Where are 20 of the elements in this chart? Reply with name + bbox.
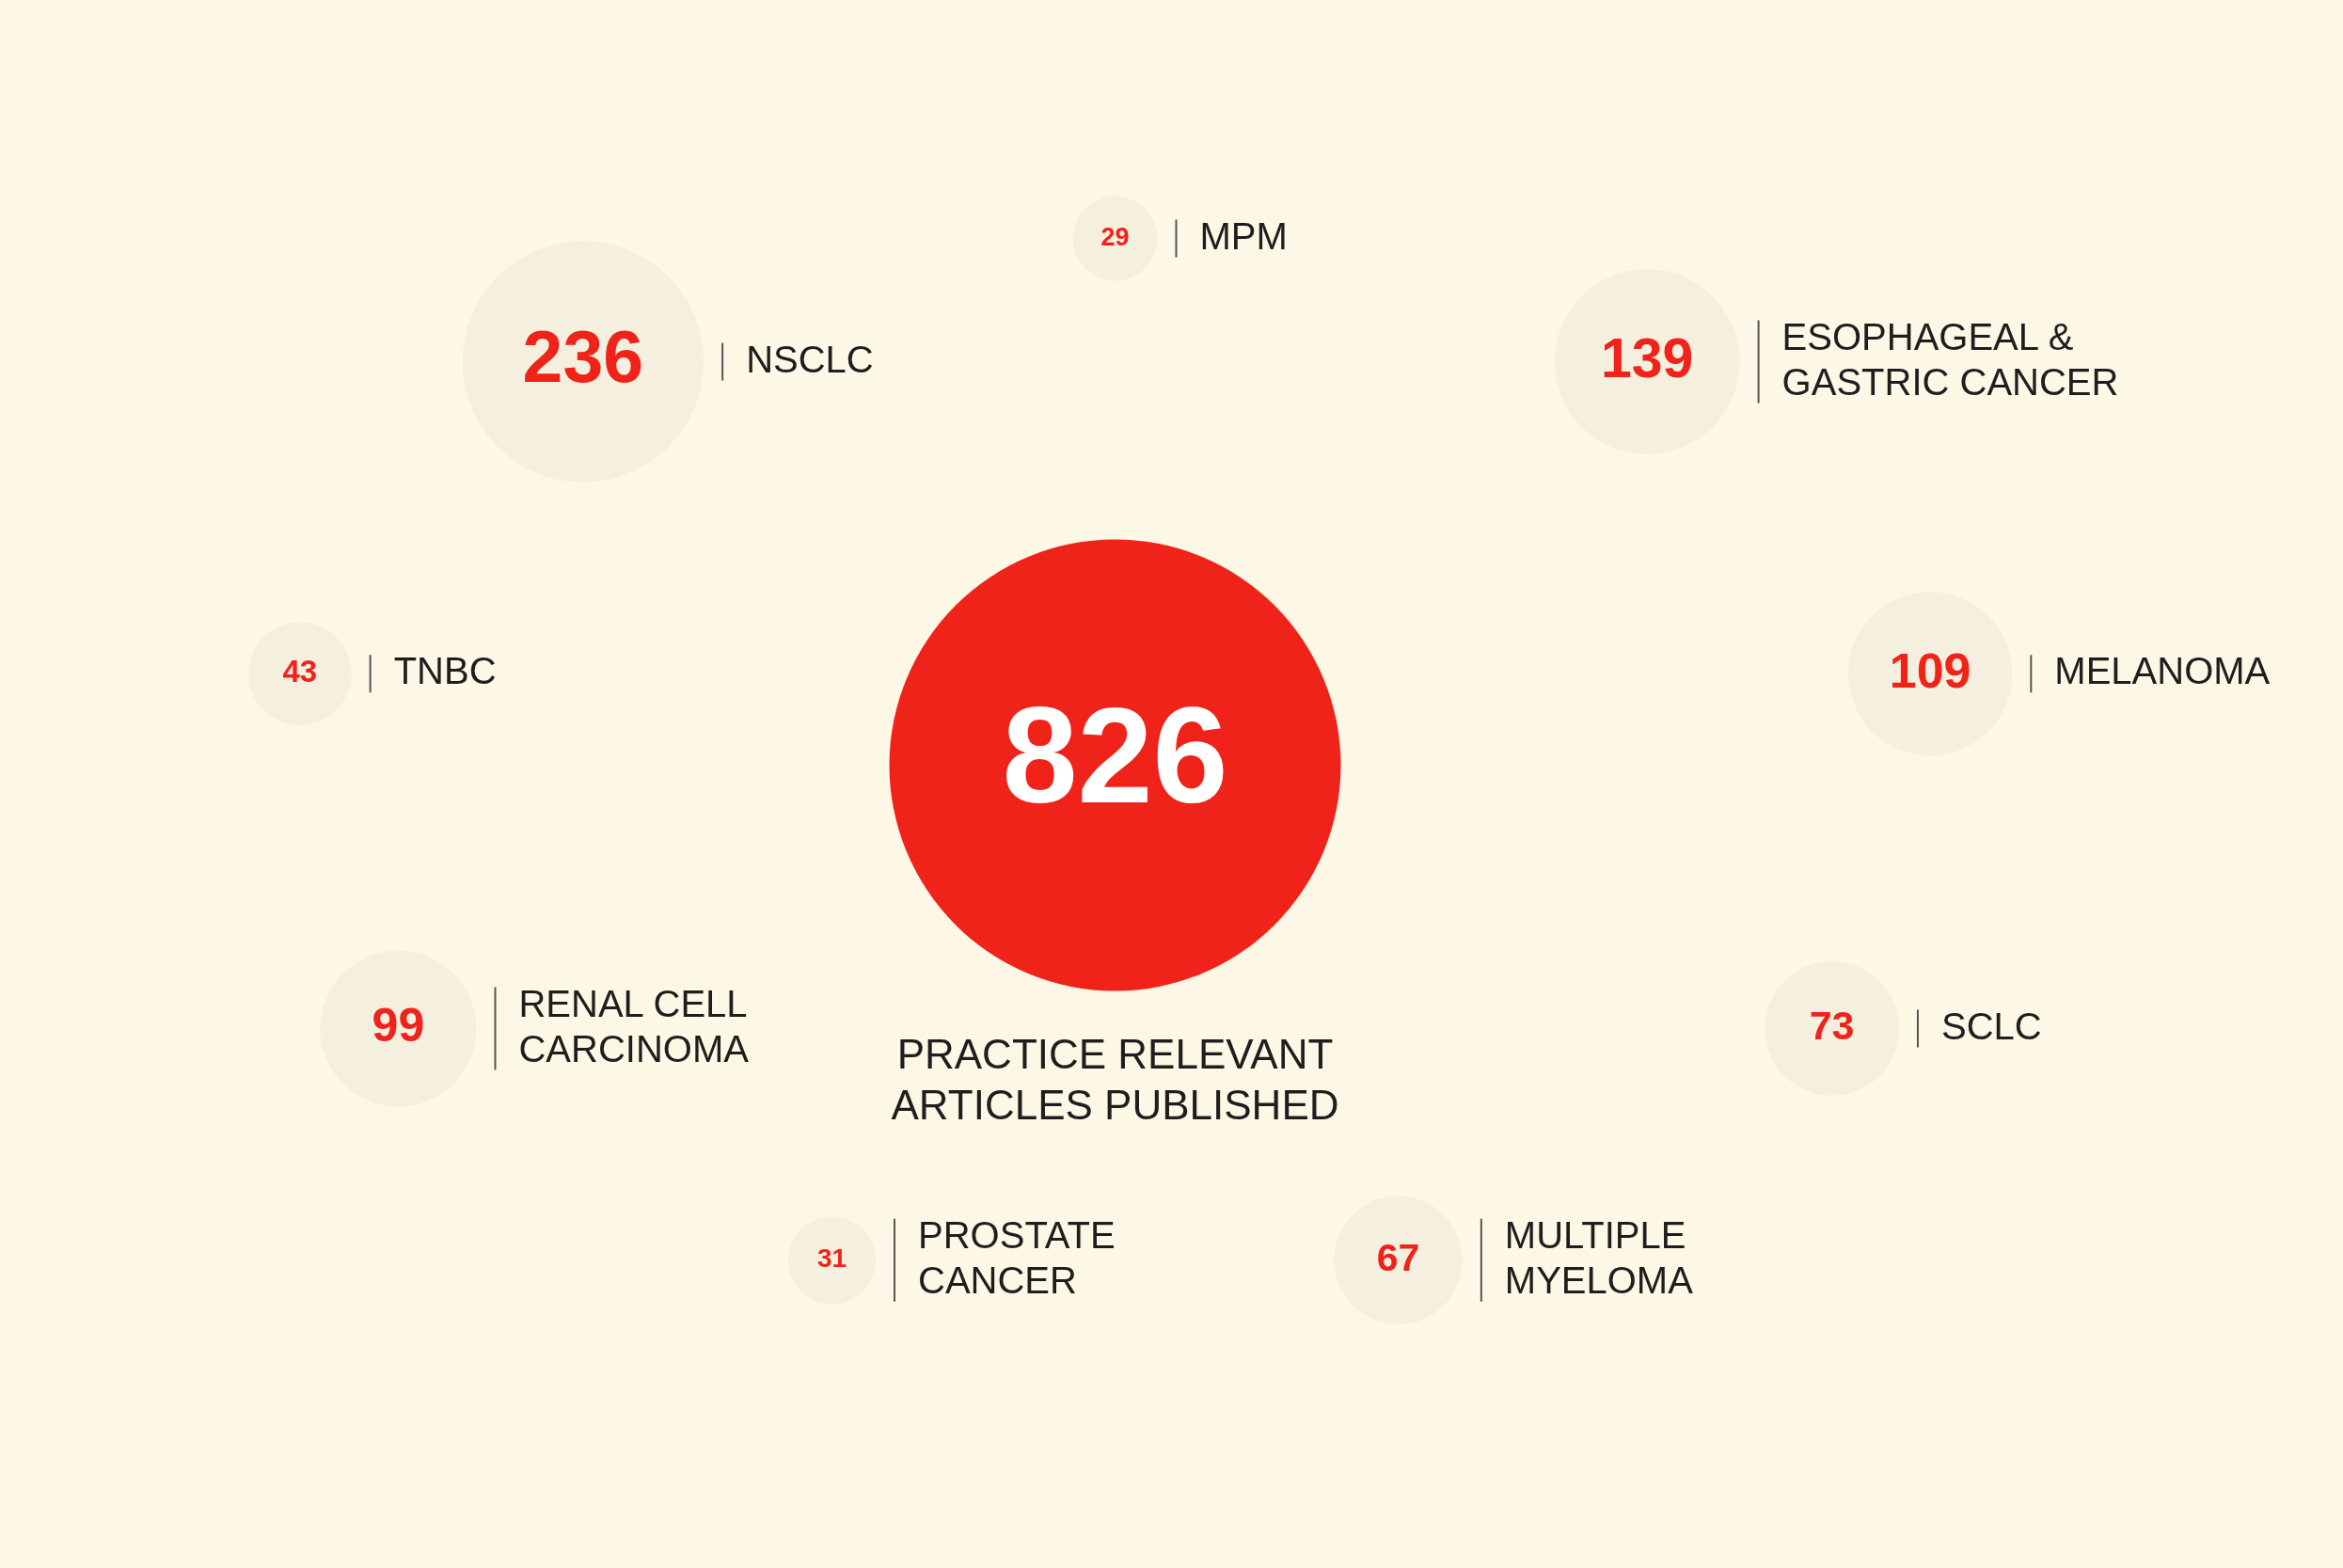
data-label: 826 xyxy=(1002,680,1228,832)
data-label: 29 xyxy=(1100,222,1130,251)
data-label: 109 xyxy=(1889,642,1971,698)
data-label: 73 xyxy=(1809,1003,1855,1049)
data-label: 67 xyxy=(1376,1236,1420,1280)
data-label: 139 xyxy=(1600,326,1694,389)
category-label: MPM xyxy=(1199,214,1288,257)
data-label: 31 xyxy=(816,1243,847,1274)
category-label: NSCLC xyxy=(746,338,874,380)
category-label: MELANOMA xyxy=(2054,650,2271,692)
data-label: 99 xyxy=(372,999,425,1053)
category-label: PROSTATE CANCER xyxy=(918,1213,1116,1301)
category-label: RENAL CELL CARCINOMA xyxy=(518,982,750,1069)
data-label: 43 xyxy=(282,654,318,689)
category-label: SCLC xyxy=(1940,1005,2042,1047)
category-label: ESOPHAGEAL & GASTRIC CANCER xyxy=(1781,315,2119,403)
category-label: PRACTICE RELEVANT ARTICLES PUBLISHED xyxy=(891,1030,1339,1128)
data-label: 236 xyxy=(522,315,644,397)
category-label: TNBC xyxy=(393,650,497,692)
category-label: MULTIPLE MYELOMA xyxy=(1504,1213,1694,1301)
